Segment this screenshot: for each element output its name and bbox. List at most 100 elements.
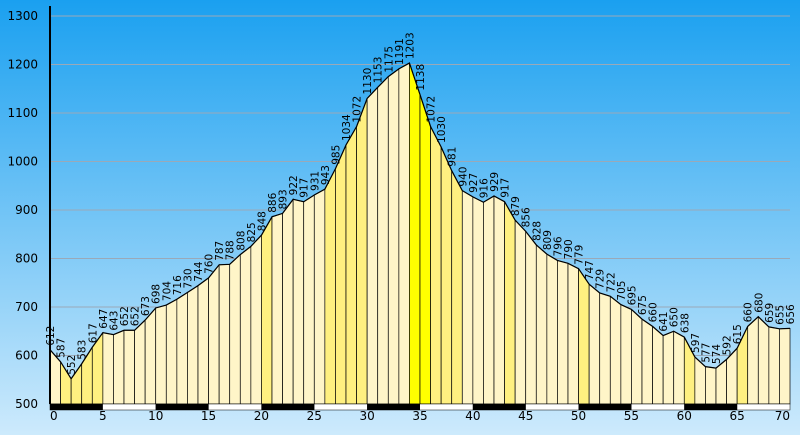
elevation-bar [409,62,421,405]
elevation-bar [567,262,579,405]
elevation-data-label: 856 [521,207,533,227]
elevation-data-label: 655 [774,305,786,325]
elevation-bar [609,295,622,405]
elevation-bar [535,244,548,405]
x-axis-band-segment [50,404,103,410]
elevation-bar [757,315,770,405]
elevation-data-label: 1072 [426,96,438,123]
elevation-data-label: 943 [320,165,332,185]
y-tick-label: 500 [15,397,38,411]
elevation-bar [546,253,558,405]
elevation-bar [673,330,685,405]
elevation-data-label: 617 [87,323,99,343]
elevation-bar [662,330,675,405]
elevation-bar [165,298,178,405]
elevation-bar [102,332,114,405]
elevation-data-label: 552 [66,355,78,375]
y-tick-label: 900 [15,203,38,217]
elevation-data-label: 638 [679,313,691,333]
elevation-data-label: 808 [235,231,247,251]
elevation-data-label: 825 [246,222,258,242]
elevation-bar [747,315,759,405]
elevation-bar [229,253,241,405]
elevation-bar [356,98,368,405]
y-tick-label: 1300 [7,9,38,23]
elevation-data-label: 931 [309,171,321,191]
elevation-data-label: 705 [616,281,628,301]
elevation-data-label: 587 [56,338,68,358]
elevation-bar [366,86,379,405]
elevation-bar [705,366,717,405]
elevation-data-label: 1030 [436,116,448,143]
elevation-data-label: 790 [563,239,575,259]
elevation-data-label: 716 [172,275,184,295]
elevation-bar [218,263,231,405]
elevation-bar [187,285,199,405]
elevation-data-label: 729 [595,269,607,289]
elevation-data-label: 722 [605,272,617,292]
elevation-data-label: 981 [447,147,459,167]
elevation-bar [631,308,643,405]
x-tick-label: 10 [148,409,163,423]
elevation-data-label: 917 [500,178,512,198]
elevation-data-label: 641 [658,312,670,332]
elevation-bar [588,283,601,405]
axes: 500 600 700 800 900 1000 1100 1200 1300 0 5 10 15 20 2… [7,6,791,423]
x-tick-label: 40 [465,409,480,423]
elevation-data-label: 660 [743,302,755,322]
elevation-data-label: 886 [267,192,279,212]
data-labels: 6125875525836176476436526526736987047167… [45,32,797,374]
x-tick-label: 70 [775,409,790,423]
x-axis-band-segment [472,404,526,410]
elevation-data-label: 1034 [341,114,353,141]
elevation-bar [398,62,410,405]
elevation-bar [250,234,262,405]
elevation-data-label: 917 [299,178,311,198]
elevation-bar [377,75,389,405]
elevation-bar [261,215,273,405]
elevation-data-label: 704 [161,281,173,301]
elevation-data-label: 730 [182,268,194,288]
elevation-bar [451,170,463,405]
y-tick-label: 700 [15,300,38,314]
elevation-data-label: 659 [764,303,776,323]
y-tick-label: 1200 [7,58,38,72]
elevation-data-label: 788 [225,240,237,260]
elevation-bar [208,263,220,405]
elevation-data-label: 698 [151,284,163,304]
elevation-data-label: 927 [468,173,480,193]
elevation-bar [430,126,442,405]
elevation-data-label: 592 [722,335,734,355]
elevation-bar [144,307,157,405]
elevation-bar [652,325,664,405]
x-axis-band-segment [578,404,632,410]
elevation-data-label: 828 [531,221,543,241]
elevation-data-label: 612 [45,326,57,346]
elevation-bar [461,189,474,405]
elevation-data-label: 779 [574,245,586,265]
elevation-data-label: 879 [510,196,522,216]
elevation-bar [599,292,611,405]
elevation-data-label: 583 [77,340,89,360]
elevation-data-label: 652 [130,306,142,326]
elevation-data-label: 940 [457,167,469,187]
elevation-data-label: 656 [785,304,797,324]
elevation-data-label: 680 [753,293,765,313]
elevation-data-label: 1138 [415,64,427,91]
elevation-data-label: 916 [478,178,490,198]
elevation-bar [134,319,146,405]
x-axis-band-segment [367,404,420,410]
elevation-bar [324,168,336,405]
x-tick-label: 55 [624,409,639,423]
elevation-data-label: 574 [711,344,723,364]
elevation-bar [620,304,632,405]
elevation-data-label: 615 [732,324,744,344]
elevation-bar [123,329,135,405]
elevation-bar [514,219,527,405]
x-tick-label: 0 [50,409,58,423]
elevation-data-label: 787 [214,241,226,261]
elevation-data-label: 848 [256,211,268,231]
x-axis-band-segment [155,404,209,410]
elevation-data-label: 922 [288,175,300,195]
